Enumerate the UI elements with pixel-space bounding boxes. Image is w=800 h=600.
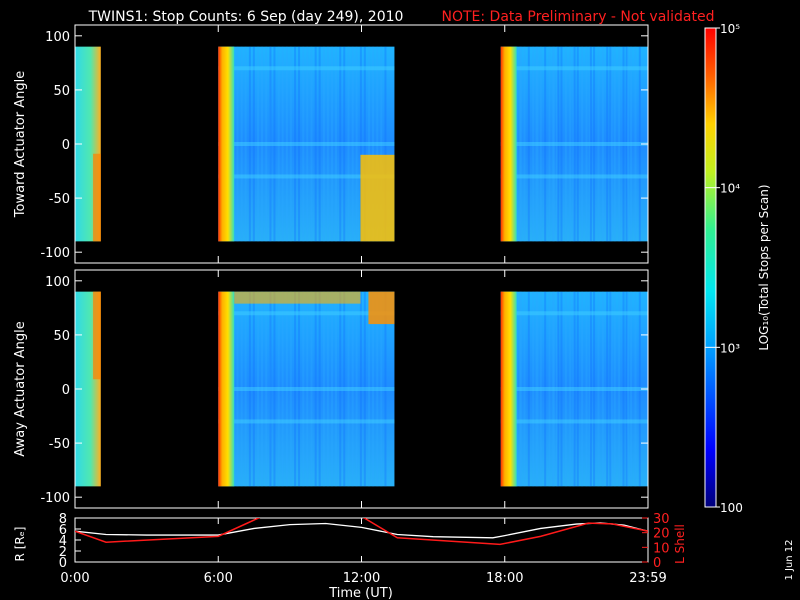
heatmap-cell: [218, 311, 395, 316]
y-tick-label: 50: [53, 329, 70, 344]
heatmap-cell: [218, 419, 395, 424]
heatmap-cell: [93, 291, 101, 380]
y-tick-label: -100: [40, 246, 70, 261]
y-tick-label: 100: [45, 30, 70, 45]
heatmap-cell: [500, 66, 648, 71]
y-tick-right-label: 30: [653, 512, 670, 527]
heatmap-cell: [500, 142, 648, 146]
heatmap-cell: [218, 66, 395, 71]
heatmap-cell: [218, 142, 395, 146]
colorbar-tick-label: 100: [720, 501, 743, 515]
colorbar-tick-label: 10⁴: [720, 182, 740, 196]
heatmap-block: [500, 46, 648, 242]
heatmap-cell: [218, 174, 395, 179]
x-tick-label: 23:59: [629, 571, 666, 586]
heatmap-cell: [218, 387, 395, 391]
y-tick-label: 6: [59, 523, 67, 538]
orbit-y-label: R [Rₑ]: [13, 527, 27, 562]
heatmap-cell: [500, 174, 648, 179]
heatmap-cell: [500, 46, 517, 242]
colorbar-tick-label: 10⁵: [720, 22, 740, 36]
x-tick-label: 6:00: [204, 571, 233, 586]
heatmap-block: [500, 291, 648, 487]
preliminary-note: NOTE: Data Preliminary - Not validated: [441, 9, 714, 25]
colorbar: [704, 27, 717, 508]
heatmap-cell: [234, 291, 361, 304]
y-tick-label: -50: [49, 437, 70, 452]
y-tick-right-label: 10: [653, 541, 670, 556]
heatmap-cell: [360, 154, 395, 242]
orbit-y-label-right: L Shell: [673, 524, 687, 564]
chart-title: TWINS1: Stop Counts: 6 Sep (day 249), 20…: [88, 9, 404, 25]
y-axis-label: Away Actuator Angle: [13, 321, 28, 456]
heatmap-block: [218, 291, 395, 487]
heatmap-cell: [93, 153, 101, 242]
y-tick-label: 50: [53, 84, 70, 99]
y-tick-right-label: 20: [653, 527, 670, 542]
y-tick-label: 2: [59, 545, 67, 560]
x-axis-label: Time (UT): [328, 586, 393, 600]
x-tick-label: 0:00: [60, 571, 89, 586]
colorbar-tick-label: 10³: [720, 341, 740, 355]
heatmap-block: [218, 46, 395, 242]
heatmap-cell: [500, 387, 648, 391]
y-tick-label: 100: [45, 275, 70, 290]
y-tick-label: 4: [59, 534, 67, 549]
y-tick-label: 0: [62, 138, 70, 153]
l-shell-line: [75, 518, 648, 546]
colorbar-label: LOG₁₀(Total Stops per Scan): [757, 184, 771, 350]
y-tick-right-label: 0: [653, 556, 661, 571]
y-tick-label: -100: [40, 491, 70, 506]
y-axis-label: Toward Actuator Angle: [13, 71, 28, 218]
heatmap-cell: [500, 419, 648, 424]
y-tick-label: 0: [59, 556, 67, 571]
heatmap-cell: [368, 291, 395, 325]
side-date: 1 Jun 12: [784, 539, 795, 580]
x-tick-label: 18:00: [486, 571, 523, 586]
heatmap-cell: [218, 46, 235, 242]
y-tick-label: -50: [49, 192, 70, 207]
heatmap-cell: [500, 291, 517, 487]
x-tick-label: 12:00: [343, 571, 380, 586]
heatmap-cell: [500, 311, 648, 316]
heatmap-cell: [218, 291, 235, 487]
y-tick-label: 0: [62, 383, 70, 398]
y-tick-label: 8: [59, 512, 67, 527]
